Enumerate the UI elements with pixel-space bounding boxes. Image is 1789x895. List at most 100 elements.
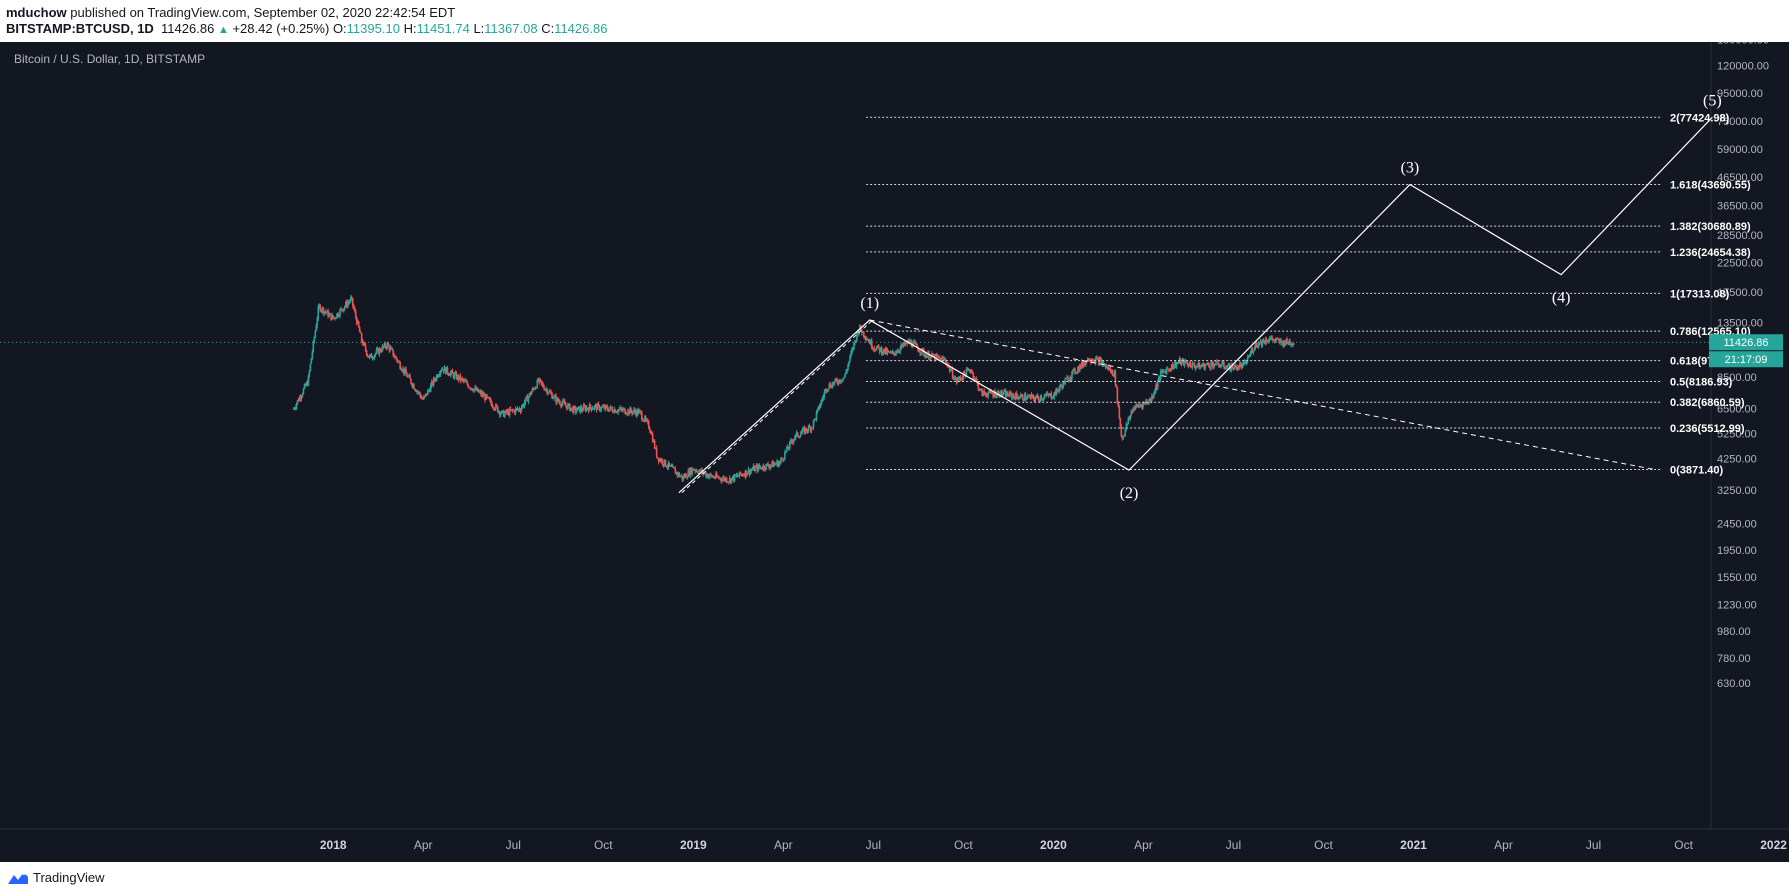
candle-body [897,350,900,352]
time-tick-label: Apr [414,838,433,852]
candle-body [1200,365,1203,367]
candle-body [294,407,297,409]
candle-body [965,369,968,377]
candle-body [865,339,868,341]
candle-body [739,471,742,475]
candle-body [1192,362,1195,364]
candle-body [1008,395,1010,397]
time-tick-label: 2019 [680,838,707,852]
candle-body [854,340,856,343]
candle-body [914,342,916,344]
candle-body [1131,411,1133,413]
candle-body [432,378,435,385]
candle-body [1202,363,1205,366]
candle-body [695,470,697,472]
candle-body [1060,384,1062,386]
candle-body [297,399,300,402]
candle-body [1196,366,1199,368]
candle-body [776,461,778,464]
dashed-trendline-low [681,319,874,494]
candle-body [842,378,844,381]
candle-body [895,352,898,354]
candle-body [880,347,883,354]
time-tick-label: Oct [1674,838,1693,852]
fib-level-label: 1.236(24654.38) [1670,247,1751,259]
candle-body [529,393,532,396]
candle-body [1076,371,1078,373]
candle-body [915,343,917,345]
fib-level-label: 1.382(30680.89) [1670,221,1751,233]
candle-body [1264,339,1267,344]
candle-body [412,384,414,387]
candle-body [1012,395,1014,398]
candle-body [1031,394,1034,396]
candle-body [1204,365,1206,369]
candle-body [302,388,305,394]
candle-body [400,368,402,371]
candle-body [971,371,974,373]
candle-body [1268,338,1271,342]
candle-body [384,343,387,348]
candle-body [961,378,964,380]
candle-body [1133,407,1135,411]
candle-body [630,408,632,412]
candle-body [1201,365,1204,367]
candle-body [544,389,546,391]
candle-body [1199,365,1202,369]
candle-body [942,358,945,360]
candle-body [733,474,736,481]
candle-body [827,388,830,390]
candle-body [636,409,638,416]
candle-body [1115,384,1118,388]
candle-body [575,410,578,412]
symbol-name[interactable]: BITSTAMP:BTCUSD, 1D [6,21,154,36]
candle-body [939,358,942,362]
candle-body [421,398,423,400]
candle-body [1036,395,1039,397]
candle-body [608,409,611,412]
candle-body [924,354,926,356]
price-chart[interactable]: 150000.00 120000.00 95000.00 75000.00 59000.… [0,42,1789,862]
candle-body [822,396,825,399]
candle-body [1246,357,1249,362]
candle-body [1166,368,1169,370]
candle-body [1034,398,1037,401]
candle-body [678,472,681,477]
candle-body [346,301,348,307]
candle-body [462,379,465,381]
candle-body [314,331,317,338]
candle-body [449,372,452,376]
candle-body [866,339,869,341]
candle-body [1219,366,1221,368]
candle-body [757,465,760,471]
candle-body [1142,402,1144,408]
candle-body [558,401,560,403]
candle-body [707,474,709,478]
candle-body [753,466,756,471]
chart-area[interactable]: 150000.00 120000.00 95000.00 75000.00 59000.… [0,42,1789,862]
candle-body [518,408,521,411]
candle-body [908,340,911,343]
candle-body [742,474,745,476]
dashed-trendline [869,319,1655,471]
candle-body [980,388,983,391]
candle-body [898,351,901,353]
candle-body [729,478,732,483]
candle-body [389,347,392,351]
candle-body [798,436,801,438]
candle-body [448,374,451,376]
candle-body [624,408,626,414]
candle-body [472,390,474,392]
candle-body [1095,357,1098,359]
candle-body [789,441,791,449]
candle-body [447,373,450,375]
candle-body [562,400,564,404]
author-name[interactable]: mduchow [6,5,67,20]
candle-body [1053,392,1056,398]
candle-body [1283,340,1285,346]
candle-body [1210,362,1212,368]
price-tick-label: 8500.00 [1717,372,1757,384]
tradingview-brand[interactable]: TradingView [33,870,105,885]
candle-body [365,350,368,355]
candle-body [513,410,516,413]
